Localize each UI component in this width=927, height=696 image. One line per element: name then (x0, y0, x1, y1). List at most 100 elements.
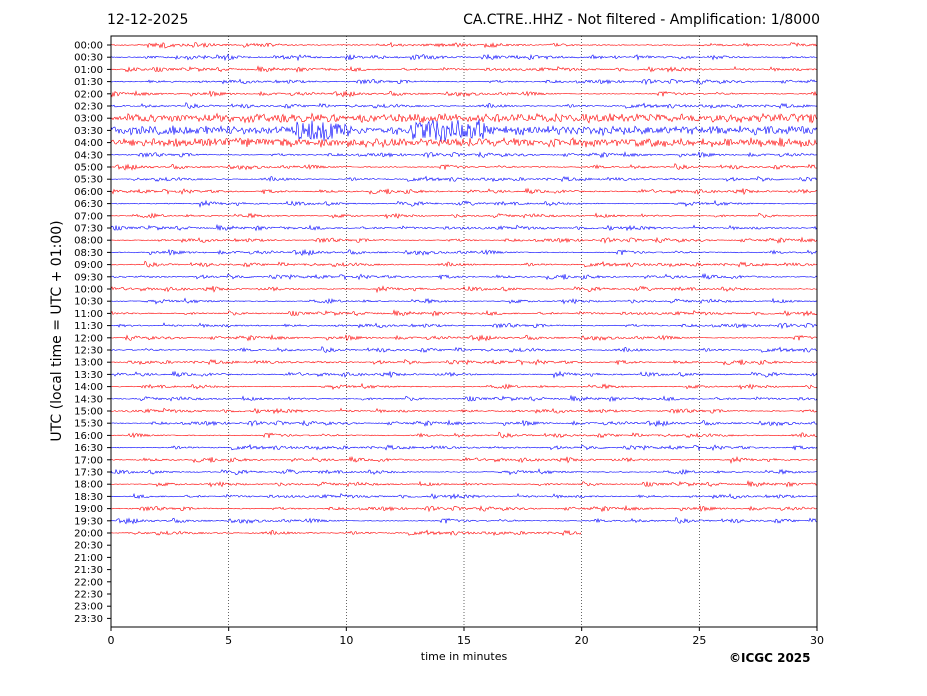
x-tick-label: 15 (457, 634, 471, 647)
y-tick-label: 09:00 (74, 260, 103, 271)
y-tick-label: 02:00 (74, 89, 103, 100)
trace-1800 (110, 480, 818, 488)
trace-1130 (110, 322, 818, 330)
trace-0430 (110, 151, 818, 159)
y-tick-label: 22:30 (74, 590, 103, 601)
trace-1930 (110, 516, 818, 525)
y-tick-label: 17:00 (74, 455, 103, 466)
y-tick-label: 04:00 (74, 138, 103, 149)
x-axis-label: time in minutes (420, 650, 508, 663)
y-tick-label: 07:30 (74, 224, 103, 235)
x-axis-ticks: 0 5 10 15 20 25 30 (108, 627, 824, 647)
trace-1530 (110, 419, 818, 427)
trace-0100 (110, 65, 818, 73)
trace-0000 (110, 41, 818, 49)
y-tick-label: 18:30 (74, 492, 103, 503)
y-tick-label: 10:30 (74, 297, 103, 308)
gridlines (228, 36, 700, 627)
trace-1100 (110, 309, 818, 317)
trace-1030 (110, 297, 818, 305)
y-tick-label: 04:30 (74, 150, 103, 161)
trace-0030 (110, 53, 818, 62)
trace-1500 (110, 407, 818, 415)
y-tick-label: 06:00 (74, 187, 103, 198)
y-tick-label: 06:30 (74, 199, 103, 210)
trace-0300 (110, 112, 818, 124)
y-tick-label: 12:00 (74, 333, 103, 344)
y-tick-label: 00:00 (74, 41, 103, 52)
y-tick-label: 07:00 (74, 211, 103, 222)
trace-1630 (110, 444, 818, 452)
y-tick-label: 02:30 (74, 102, 103, 113)
y-tick-label: 09:30 (74, 272, 103, 283)
y-tick-label: 13:00 (74, 358, 103, 369)
trace-0630 (110, 199, 818, 208)
plot-frame (110, 35, 818, 628)
trace-1900 (110, 504, 817, 513)
trace-0830 (110, 248, 818, 257)
x-tick-label: 25 (692, 634, 706, 647)
plot-title: CA.CTRE..HHZ - Not filtered - Amplificat… (463, 12, 820, 28)
trace-1330 (110, 370, 818, 379)
trace-0330 (110, 119, 818, 142)
trace-0400 (110, 137, 818, 149)
trace-1730 (110, 468, 818, 476)
y-tick-label: 23:30 (74, 614, 103, 625)
y-tick-label: 19:30 (74, 516, 103, 527)
x-tick-label: 10 (339, 634, 353, 647)
seismic-traces (110, 41, 818, 536)
y-tick-label: 20:00 (74, 529, 103, 540)
y-tick-label: 08:30 (74, 248, 103, 259)
trace-0230 (110, 102, 818, 109)
y-tick-label: 13:30 (74, 370, 103, 381)
copyright-label: ©ICGC 2025 (729, 651, 811, 665)
y-tick-label: 14:00 (74, 382, 103, 393)
y-tick-label: 21:00 (74, 553, 103, 564)
y-tick-label: 12:30 (74, 346, 103, 357)
y-tick-label: 03:30 (74, 126, 103, 137)
trace-2000 (110, 529, 582, 536)
x-tick-label: 20 (575, 634, 589, 647)
y-tick-label: 18:00 (74, 480, 103, 491)
y-tick-label: 10:00 (74, 285, 103, 296)
trace-0600 (110, 187, 818, 196)
trace-1700 (110, 455, 818, 465)
y-tick-label: 21:30 (74, 565, 103, 576)
y-tick-label: 11:30 (74, 321, 103, 332)
y-tick-label: 01:00 (74, 65, 103, 76)
trace-1200 (110, 334, 818, 342)
y-tick-label: 23:00 (74, 602, 103, 613)
trace-0500 (110, 163, 818, 171)
trace-0700 (110, 212, 818, 220)
trace-0900 (110, 260, 818, 268)
y-tick-label: 05:00 (74, 163, 103, 174)
y-tick-label: 03:00 (74, 114, 103, 125)
trace-1600 (110, 431, 818, 439)
y-tick-label: 05:30 (74, 175, 103, 186)
x-tick-label: 30 (810, 634, 824, 647)
trace-0530 (110, 175, 818, 183)
trace-0930 (110, 273, 818, 281)
y-tick-label: 22:00 (74, 577, 103, 588)
y-tick-label: 16:00 (74, 431, 103, 442)
y-tick-label: 08:00 (74, 236, 103, 247)
x-tick-label: 5 (225, 634, 232, 647)
trace-1430 (110, 394, 818, 403)
trace-1830 (110, 493, 818, 500)
y-tick-label: 01:30 (74, 77, 103, 88)
y-tick-label: 15:00 (74, 407, 103, 418)
trace-1000 (110, 285, 818, 294)
y-tick-label: 11:00 (74, 309, 103, 320)
trace-1230 (110, 346, 818, 353)
x-tick-label: 0 (108, 634, 115, 647)
y-tick-label: 00:30 (74, 53, 103, 64)
y-tick-label: 16:30 (74, 443, 103, 454)
trace-0730 (110, 223, 818, 232)
trace-0800 (110, 236, 818, 244)
trace-1400 (110, 382, 818, 391)
y-tick-label: 17:30 (74, 468, 103, 479)
y-tick-label: 20:30 (74, 541, 103, 552)
y-tick-label: 15:30 (74, 419, 103, 430)
